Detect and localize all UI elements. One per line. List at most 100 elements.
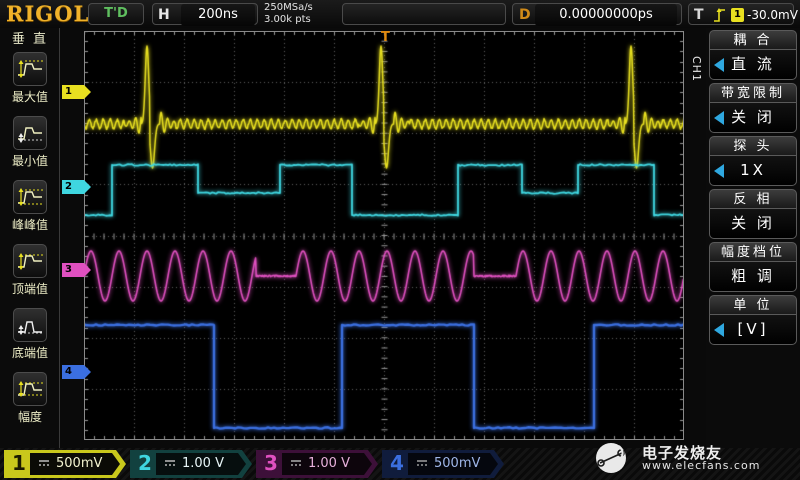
menu-title: 单 位 — [709, 295, 797, 315]
brand-logo: RIGOL — [6, 1, 89, 26]
channel-status-3[interactable]: 3 1.00 V — [256, 450, 378, 478]
channel-scale: 1.00 V — [182, 452, 224, 476]
menu-title: 探 头 — [709, 136, 797, 156]
waveform-display[interactable] — [84, 31, 684, 440]
menu-value-probe[interactable]: 1X — [709, 156, 797, 186]
watermark-url: www.elecfans.com — [642, 459, 760, 472]
channel-marker-4[interactable]: 4 — [62, 365, 84, 379]
delay-box[interactable]: D 0.00000000ps — [512, 3, 682, 25]
channel-menu-sidebar: 耦 合 直 流 带宽限制 关 闭 探 头 1X 反 相 关 闭 — [706, 28, 800, 448]
trigger-status-label: T'D — [89, 4, 143, 24]
channel-side-label: CH1 — [690, 56, 703, 82]
channel-number: 2 — [130, 450, 160, 478]
channel-marker-1[interactable]: 1 — [62, 85, 84, 99]
channel-window: 500mV — [32, 452, 122, 476]
dc-coupling-icon — [38, 458, 50, 468]
sidebar-title: 垂 直 — [0, 28, 60, 50]
menu-value-coupling[interactable]: 直 流 — [709, 50, 797, 80]
menu-value-text: 直 流 — [731, 55, 775, 73]
sidebar-item-label: 顶端值 — [0, 280, 60, 297]
menu-group-volts-step: 幅度档位 粗 调 — [709, 242, 797, 292]
menu-group-probe: 探 头 1X — [709, 136, 797, 186]
memory-depth: 3.00k pts — [264, 14, 338, 26]
sidebar-item-min-value[interactable]: 最小值 — [0, 114, 60, 178]
sidebar-item-peak-to-peak[interactable]: 峰峰值 — [0, 178, 60, 242]
menu-value-volts-step[interactable]: 粗 调 — [709, 262, 797, 292]
circuit-logo-icon — [586, 442, 636, 478]
oscilloscope-screen: RIGOL T'D H 200ns 250MSa/s 3.00k pts D 0… — [0, 0, 800, 480]
dc-coupling-icon — [290, 458, 302, 468]
delay-value: 0.00000000ps — [535, 4, 677, 26]
sidebar-divider — [59, 28, 60, 448]
status-empty-box — [342, 3, 506, 25]
menu-value-text: 关 闭 — [731, 214, 775, 232]
menu-value-text: 关 闭 — [731, 108, 775, 126]
left-arrow-icon — [714, 111, 724, 125]
menu-title: 幅度档位 — [709, 242, 797, 262]
rising-edge-icon — [713, 7, 727, 23]
trigger-status-box[interactable]: T'D — [88, 3, 144, 25]
menu-group-invert: 反 相 关 闭 — [709, 189, 797, 239]
menu-group-unit: 单 位 [V] — [709, 295, 797, 345]
acquisition-info: 250MSa/s 3.00k pts — [264, 2, 338, 27]
channel-scale: 500mV — [56, 452, 102, 476]
channel-status-1[interactable]: 1 500mV — [4, 450, 126, 478]
sidebar-item-top-value[interactable]: 顶端值 — [0, 242, 60, 306]
menu-title: 带宽限制 — [709, 83, 797, 103]
left-arrow-icon — [714, 164, 724, 178]
sidebar-item-base-value[interactable]: 底端值 — [0, 306, 60, 370]
channel-status-bar: 1 500mV 2 1.00 V — [0, 448, 800, 480]
delay-label: D — [519, 4, 531, 26]
horizontal-value: 200ns — [181, 4, 255, 26]
sample-rate: 250MSa/s — [264, 2, 338, 14]
left-arrow-icon — [714, 58, 724, 72]
trigger-position-marker[interactable]: T — [381, 30, 390, 45]
channel-marker-3[interactable]: 3 — [62, 263, 84, 277]
menu-value-invert[interactable]: 关 闭 — [709, 209, 797, 239]
menu-group-coupling: 耦 合 直 流 — [709, 30, 797, 80]
horizontal-label: H — [158, 4, 170, 26]
channel-status-4[interactable]: 4 500mV — [382, 450, 504, 478]
channel-number: 1 — [4, 450, 34, 478]
menu-value-bandwidth-limit[interactable]: 关 闭 — [709, 103, 797, 133]
sidebar-item-label: 最小值 — [0, 152, 60, 169]
dc-coupling-icon — [416, 458, 428, 468]
horizontal-timebase-box[interactable]: H 200ns — [152, 3, 258, 25]
channel-marker-2[interactable]: 2 — [62, 180, 84, 194]
channel-window: 1.00 V — [284, 452, 374, 476]
sidebar-item-label: 最大值 — [0, 88, 60, 105]
channel-scale: 1.00 V — [308, 452, 350, 476]
left-arrow-icon — [714, 323, 724, 337]
menu-title: 反 相 — [709, 189, 797, 209]
top-value-icon — [13, 244, 47, 278]
sidebar-item-label: 幅度 — [0, 408, 60, 425]
sidebar-item-amplitude[interactable]: 幅度 — [0, 370, 60, 434]
menu-value-text: 粗 调 — [731, 267, 775, 285]
menu-title: 耦 合 — [709, 30, 797, 50]
channel-number: 4 — [382, 450, 412, 478]
trigger-source-badge: 1 — [731, 8, 744, 22]
menu-group-bandwidth-limit: 带宽限制 关 闭 — [709, 83, 797, 133]
sidebar-item-label: 底端值 — [0, 344, 60, 361]
trigger-level-value: -30.0mV — [747, 4, 798, 26]
watermark: 电子发烧友 www.elecfans.com — [586, 444, 796, 478]
header-bar: RIGOL T'D H 200ns 250MSa/s 3.00k pts D 0… — [0, 0, 800, 28]
channel-scale: 500mV — [434, 452, 480, 476]
sidebar-item-max-value[interactable]: 最大值 — [0, 50, 60, 114]
channel-window: 1.00 V — [158, 452, 248, 476]
vertical-measure-sidebar: 垂 直 最大值 最小值 — [0, 28, 60, 448]
base-value-icon — [13, 308, 47, 342]
dc-coupling-icon — [164, 458, 176, 468]
menu-value-unit[interactable]: [V] — [709, 315, 797, 345]
max-value-icon — [13, 52, 47, 86]
min-value-icon — [13, 116, 47, 150]
trigger-info-box[interactable]: T 1 -30.0mV — [688, 3, 794, 25]
trigger-label: T — [694, 4, 704, 26]
peak-to-peak-icon — [13, 180, 47, 214]
menu-value-text: [V] — [738, 320, 769, 338]
channel-status-2[interactable]: 2 1.00 V — [130, 450, 252, 478]
channel-window: 500mV — [410, 452, 500, 476]
menu-value-text: 1X — [740, 161, 766, 179]
waveform-canvas — [84, 31, 684, 440]
amplitude-icon — [13, 372, 47, 406]
